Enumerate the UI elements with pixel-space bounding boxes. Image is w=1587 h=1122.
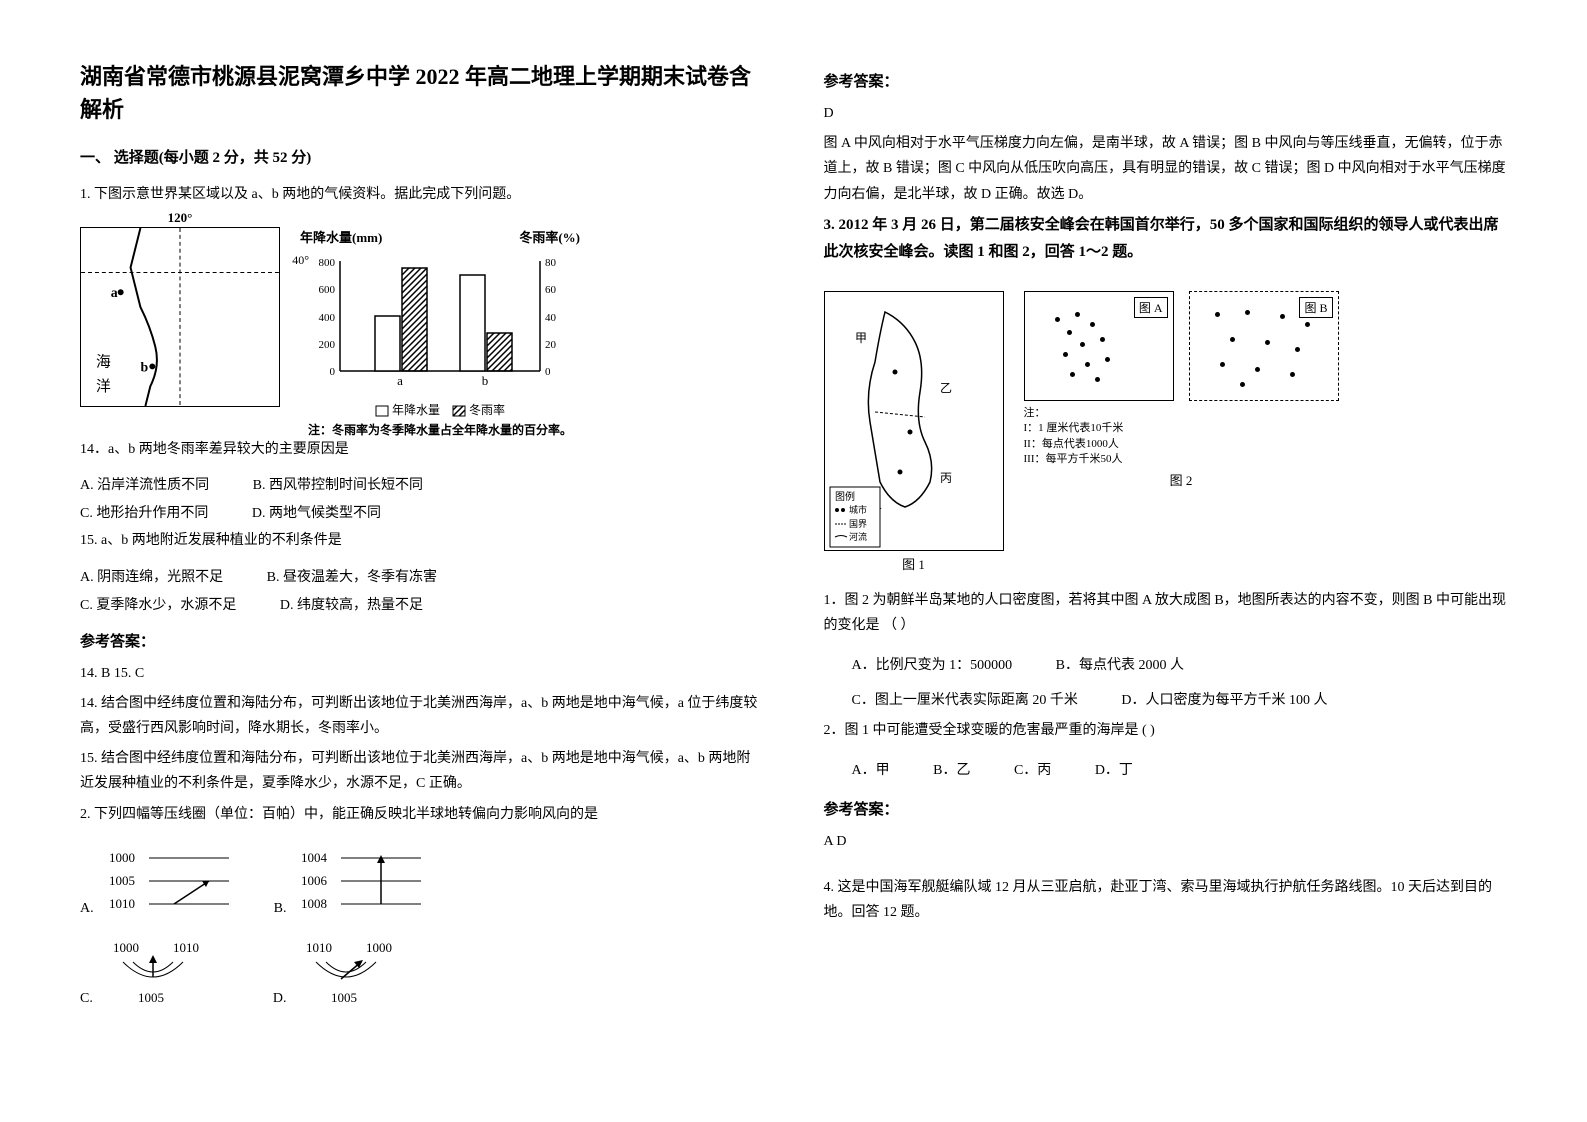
- q2-answer: D: [824, 101, 1508, 126]
- q3-sub1-opts-cd: C．图上一厘米代表实际距离 20 千米 D．人口密度为每平方千米 100 人: [852, 683, 1508, 718]
- svg-text:200: 200: [319, 339, 336, 351]
- q3-answer: A D: [824, 829, 1508, 854]
- density-label-b: 图 B: [1299, 297, 1332, 318]
- q3-maps: 甲 乙 丙 丁 图例 城市 国界 河流 图 1: [824, 291, 1508, 573]
- svg-text:b: b: [140, 360, 148, 375]
- q2-label-d: D.: [273, 991, 287, 1007]
- svg-text:图例: 图例: [835, 490, 855, 503]
- q1-map: 120° a b 海 洋 40°: [80, 227, 280, 407]
- q4-stem: 4. 这是中国海军舰艇编队域 12 月从三亚启航，赴亚丁湾、索马里海域执行护航任…: [824, 875, 1508, 925]
- q1-answer: 14. B 15. C: [80, 661, 764, 686]
- q1-sub14-opts-cd: C. 地形抬升作用不同 D. 两地气候类型不同: [80, 500, 764, 528]
- svg-text:0: 0: [545, 366, 551, 378]
- svg-text:1010: 1010: [109, 896, 135, 911]
- left-column: 湖南省常德市桃源县泥窝潭乡中学 2022 年高二地理上学期期末试卷含解析 一、 …: [80, 60, 764, 1062]
- q3-sub1-opts-ab: A．比例尺变为 1：500000 B．每点代表 2000 人: [852, 648, 1508, 683]
- map-lon-label: 120°: [168, 210, 193, 226]
- svg-text:0: 0: [330, 366, 336, 378]
- q3-sub1-stem: 1．图 2 为朝鲜半岛某地的人口密度图，若将其中图 A 放大成图 B，地图所表达…: [824, 588, 1508, 638]
- svg-text:b: b: [482, 373, 489, 388]
- q1-sub15-opts-cd: C. 夏季降水少，水源不足 D. 纬度较高，热量不足: [80, 592, 764, 620]
- q2-stem: 2. 下列四幅等压线圈（单位：百帕）中，能正确反映北半球地转偏向力影响风向的是: [80, 802, 764, 827]
- isobar-diagram-c: 1000 1010 1005: [103, 937, 233, 1007]
- q1-sub14-opts-ab: A. 沿岸洋流性质不同 B. 西风带控制时间长短不同: [80, 472, 764, 500]
- q1-answer-label: 参考答案：: [80, 630, 764, 651]
- svg-text:丙: 丙: [940, 471, 952, 485]
- svg-text:400: 400: [319, 312, 336, 324]
- isobar-diagram-b: 1004 1006 1008: [296, 847, 426, 917]
- q2-row1: A. 1000 1005 1010 B. 1004 1006 1008: [80, 847, 764, 917]
- svg-text:800: 800: [319, 257, 336, 269]
- fig1-label: 图 1: [824, 554, 1004, 573]
- q2-label-b: B.: [274, 901, 287, 917]
- q1-chart: 年降水量(mm) 冬雨率(%) 800 600 400 200 0: [300, 227, 580, 427]
- section-header: 一、 选择题(每小题 2 分，共 52 分): [80, 146, 764, 167]
- fig2-label: 图 2: [1024, 470, 1339, 489]
- svg-text:1010: 1010: [306, 940, 332, 955]
- q1-explain15: 15. 结合图中经纬度位置和海陆分布，可判断出该地位于北美洲西海岸，a、b 两地…: [80, 746, 764, 796]
- svg-text:1000: 1000: [366, 940, 392, 955]
- svg-text:600: 600: [319, 284, 336, 296]
- isobar-diagram-d: 1010 1000 1005: [296, 937, 426, 1007]
- density-wrapper: 图 A 图 B: [1024, 291, 1339, 573]
- svg-text:1005: 1005: [331, 990, 357, 1005]
- density-label-a: 图 A: [1134, 297, 1168, 318]
- density-box-b: 图 B: [1189, 291, 1339, 401]
- svg-text:洋: 洋: [96, 378, 111, 395]
- doc-title: 湖南省常德市桃源县泥窝潭乡中学 2022 年高二地理上学期期末试卷含解析: [80, 60, 764, 126]
- q1-sub14-stem: 14．a、b 两地冬雨率差异较大的主要原因是: [80, 437, 764, 462]
- q3-sub2-opts: A．甲 B．乙 C．丙 D．丁: [852, 753, 1508, 788]
- svg-text:乙: 乙: [940, 381, 952, 395]
- chart-legend: 年降水量 冬雨率: [300, 401, 580, 418]
- svg-text:1008: 1008: [301, 896, 327, 911]
- svg-text:城市: 城市: [849, 504, 867, 515]
- svg-text:40: 40: [545, 312, 557, 324]
- svg-text:a: a: [111, 285, 118, 300]
- svg-text:1005: 1005: [109, 873, 135, 888]
- q3-sub2-stem: 2．图 1 中可能遭受全球变暖的危害最严重的海岸是 ( ): [824, 718, 1508, 743]
- q1-stem: 1. 下图示意世界某区域以及 a、b 两地的气候资料。据此完成下列问题。: [80, 182, 764, 207]
- isobar-diagram-a: 1000 1005 1010: [104, 847, 234, 917]
- svg-text:甲: 甲: [855, 331, 867, 345]
- q2-label-a: A.: [80, 901, 94, 917]
- svg-text:1006: 1006: [301, 873, 328, 888]
- svg-text:河流: 河流: [849, 531, 867, 542]
- chart-note: 注：冬雨率为冬季降水量占全年降水量的百分率。: [300, 421, 580, 438]
- svg-text:1000: 1000: [113, 940, 139, 955]
- q1-sub15-opts-ab: A. 阴雨连绵，光照不足 B. 昼夜温差大，冬季有冻害: [80, 564, 764, 592]
- q3-stem: 3. 2012 年 3 月 26 日，第二届核安全峰会在韩国首尔举行，50 多个…: [824, 212, 1508, 266]
- svg-text:80: 80: [545, 257, 557, 269]
- q2-label-c: C.: [80, 991, 93, 1007]
- right-column: 参考答案： D 图 A 中风向相对于水平气压梯度力向左偏，是南半球，故 A 错误…: [824, 60, 1508, 1062]
- density-box-a: 图 A: [1024, 291, 1174, 401]
- density-legend: 注： I：1 厘米代表10千米 II：每点代表1000人 III：每平方千米50…: [1024, 406, 1339, 468]
- svg-text:海: 海: [96, 354, 111, 371]
- svg-text:1010: 1010: [173, 940, 199, 955]
- q2-answer-label: 参考答案：: [824, 70, 1508, 91]
- svg-text:20: 20: [545, 339, 557, 351]
- q2-row2: C. 1000 1010 1005 D. 1010 1000 1005: [80, 937, 764, 1007]
- chart-left-title: 年降水量(mm): [300, 227, 382, 246]
- svg-text:1005: 1005: [138, 990, 164, 1005]
- svg-text:60: 60: [545, 284, 557, 296]
- q3-answer-label: 参考答案：: [824, 798, 1508, 819]
- q1-figures: 120° a b 海 洋 40° 年降水量(mm) 冬雨率(%): [80, 227, 764, 427]
- svg-text:a: a: [397, 373, 403, 388]
- svg-text:国界: 国界: [849, 519, 867, 529]
- svg-text:1004: 1004: [301, 850, 328, 865]
- q1-explain14: 14. 结合图中经纬度位置和海陆分布，可判断出该地位于北美洲西海岸，a、b 两地…: [80, 691, 764, 741]
- svg-text:1000: 1000: [109, 850, 135, 865]
- q2-explain: 图 A 中风向相对于水平气压梯度力向左偏，是南半球，故 A 错误；图 B 中风向…: [824, 131, 1508, 207]
- korea-map: 甲 乙 丙 丁 图例 城市 国界 河流: [824, 291, 1004, 551]
- q1-sub15-stem: 15. a、b 两地附近发展种植业的不利条件是: [80, 528, 764, 553]
- chart-right-title: 冬雨率(%): [519, 227, 580, 246]
- korea-map-wrapper: 甲 乙 丙 丁 图例 城市 国界 河流 图 1: [824, 291, 1004, 573]
